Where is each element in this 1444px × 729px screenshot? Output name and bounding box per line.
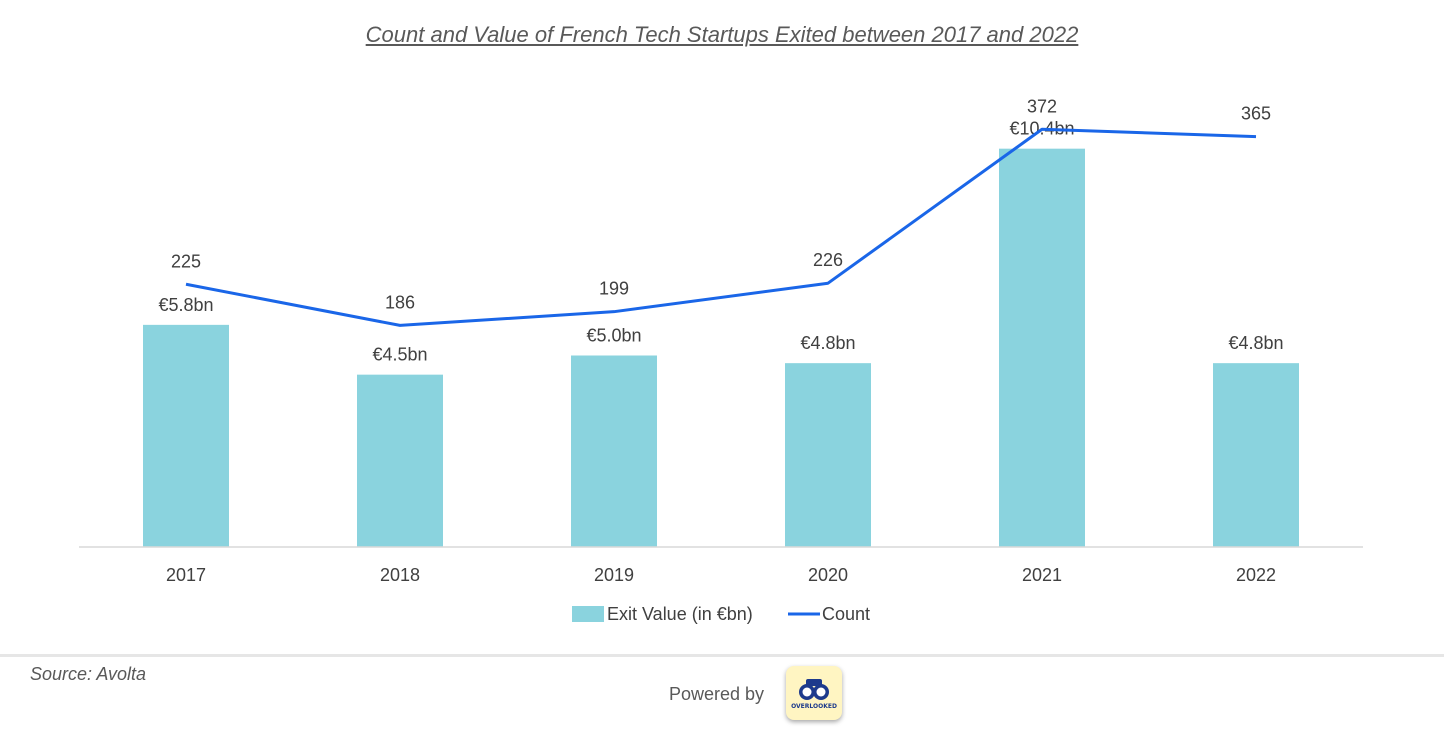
overlooked-logo[interactable]: OVERLOOKED <box>786 666 842 720</box>
powered-by-label: Powered by <box>669 684 765 704</box>
x-tick-label-2017: 2017 <box>166 565 206 585</box>
count-label-2019: 199 <box>599 279 629 299</box>
bar-exit-value-2020 <box>785 363 871 547</box>
footer-divider <box>0 654 1444 657</box>
bar-label-2022: €4.8bn <box>1228 333 1283 353</box>
count-label-2022: 365 <box>1241 104 1271 124</box>
count-label-2018: 186 <box>385 292 415 312</box>
bar-label-2018: €4.5bn <box>372 345 427 365</box>
legend-label-exit-value: Exit Value (in €bn) <box>607 604 753 624</box>
chart-plot: €5.8bn€4.5bn€5.0bn €4.8bn€10.4bn€4.8bn201… <box>79 96 1363 624</box>
x-tick-label-2020: 2020 <box>808 565 848 585</box>
x-tick-label-2022: 2022 <box>1236 565 1276 585</box>
x-tick-label-2021: 2021 <box>1022 565 1062 585</box>
source-note: Source: Avolta <box>30 664 147 684</box>
chart-title: Count and Value of French Tech Startups … <box>365 22 1079 47</box>
count-label-2021: 372 <box>1027 96 1057 116</box>
bar-label-2020: €4.8bn <box>800 333 855 353</box>
bar-exit-value-2021 <box>999 148 1085 547</box>
binoculars-icon <box>799 679 829 700</box>
bar-label-2019: €5.0bn <box>586 326 641 346</box>
bar-exit-value-2019 <box>571 355 657 547</box>
x-tick-label-2019: 2019 <box>594 565 634 585</box>
count-label-2020: 226 <box>813 250 843 270</box>
count-series-line <box>185 127 1257 327</box>
bar-label-2017: €5.8bn <box>158 295 213 315</box>
legend-label-count: Count <box>822 604 870 624</box>
bar-exit-value-2017 <box>143 324 229 547</box>
count-label-2017: 225 <box>171 251 201 271</box>
bar-exit-value-2022 <box>1213 363 1299 547</box>
bar-exit-value-2018 <box>357 374 443 547</box>
logo-text: OVERLOOKED <box>791 703 837 710</box>
legend-swatch-exit-value <box>572 606 604 622</box>
x-tick-label-2018: 2018 <box>380 565 420 585</box>
